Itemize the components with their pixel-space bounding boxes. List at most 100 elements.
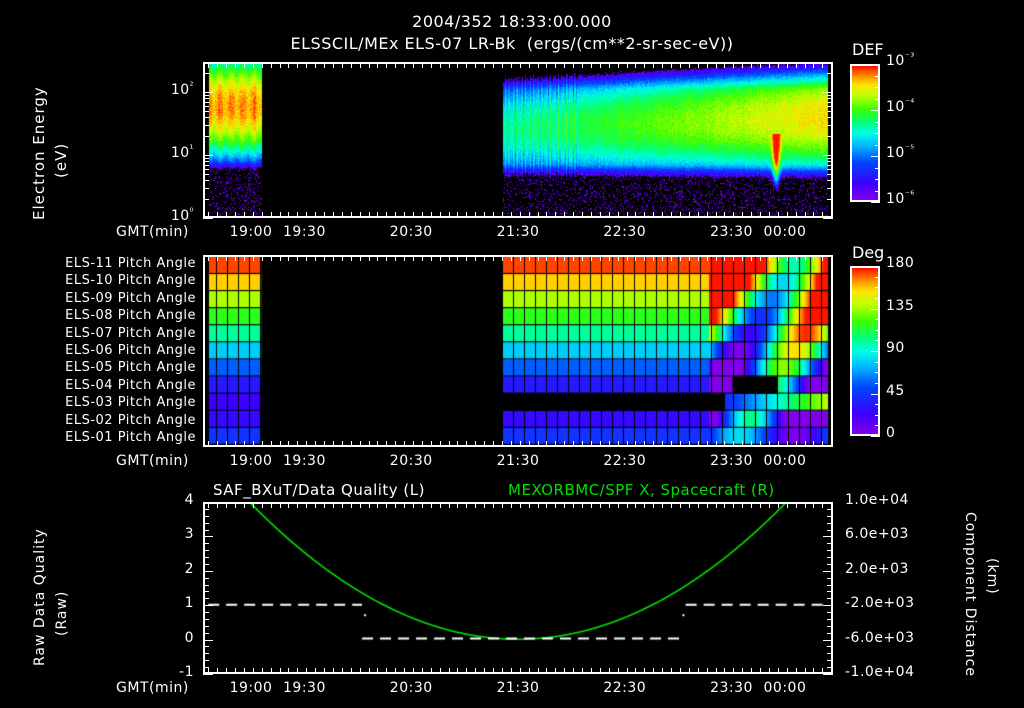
x-tickmark [733, 62, 735, 68]
x-tickmark [768, 502, 770, 508]
x-tickmark [404, 212, 406, 218]
x-tickmark [279, 441, 281, 447]
x-tickmark [662, 212, 664, 218]
x-tickmark [395, 502, 397, 508]
deg-colorbar-label: 180 [886, 255, 915, 271]
x-tickmark [751, 212, 753, 218]
x-tickmark [368, 212, 370, 218]
x-tickmark [297, 212, 299, 218]
def-colorbar-title: DEF [852, 40, 884, 59]
x-tickmark [599, 441, 601, 447]
panel3-right-minor-tick [827, 667, 833, 669]
x-tickmark [679, 62, 681, 68]
panel3-right-minor-tick [827, 646, 833, 648]
x-tickmark [671, 502, 673, 508]
panel2-row-label: ELS-02 Pitch Angle [65, 412, 196, 428]
panel3-left-minor-tick [203, 502, 209, 503]
x-tickmark [742, 502, 744, 508]
x-tick-label: 00:00 [763, 224, 807, 240]
x-tickmark [484, 255, 486, 261]
x-tickmark [252, 255, 254, 261]
panel1-y-tickmark [827, 199, 833, 201]
x-tickmark [235, 62, 237, 68]
x-tickmark [697, 668, 699, 674]
deg-colorbar-title: Deg [852, 243, 885, 262]
panel1-y-tickmark [827, 168, 833, 170]
x-tickmark [777, 502, 779, 508]
x-tickmark [626, 441, 628, 447]
panel3-title-left: SAF_BXuT/Data Quality (L) [213, 481, 425, 499]
panel1-y-tickmark [203, 199, 209, 201]
x-tickmark [715, 212, 717, 218]
panel3-right-minor-tick [827, 577, 833, 579]
x-tickmark [413, 212, 414, 218]
x-tickmark [795, 255, 797, 261]
x-tickmark [252, 62, 254, 68]
x-tickmark [324, 62, 326, 68]
x-tickmark [315, 441, 317, 447]
x-tickmark [413, 441, 414, 447]
deg-colorbar-minor-tick [875, 266, 880, 267]
def-colorbar-minor-tick [875, 156, 880, 157]
x-tickmark [457, 212, 459, 218]
x-tickmark [350, 255, 352, 261]
panel1-y-axis-label: Electron Energy [30, 86, 48, 220]
x-tickmark [466, 212, 468, 218]
x-tickmark [662, 668, 664, 674]
def-colorbar-minor-tick [875, 110, 880, 111]
x-tickmark [501, 668, 503, 674]
x-tickmark [448, 255, 450, 261]
panel1-y-tickmark [827, 94, 833, 96]
x-tickmark [528, 212, 530, 218]
x-tickmark [608, 668, 610, 674]
x-tickmark [822, 255, 824, 261]
x-tickmark [386, 502, 388, 508]
x-tickmark [404, 255, 406, 261]
x-tickmark [217, 255, 219, 261]
x-tickmark [635, 441, 637, 447]
x-tickmark [306, 255, 308, 261]
x-tickmark [786, 668, 788, 674]
x-tickmark [564, 668, 566, 674]
x-tickmark [448, 441, 450, 447]
x-tickmark [635, 668, 637, 674]
x-tickmark [510, 62, 512, 68]
panel3-right-tick: 6.0e+03 [845, 526, 909, 543]
panel1-y-tickmark [823, 92, 833, 94]
x-tickmark [724, 255, 726, 261]
x-tickmark [688, 668, 690, 674]
x-tickmark [501, 441, 503, 447]
x-tickmark [484, 62, 486, 68]
x-tickmark [546, 62, 548, 68]
x-tickmark [350, 502, 352, 508]
x-tickmark [439, 255, 441, 261]
x-tickmark [760, 668, 762, 674]
x-tickmark [368, 441, 370, 447]
x-tickmark [341, 212, 343, 218]
x-tickmark [697, 441, 699, 447]
x-tick-label: 23:30 [710, 453, 753, 469]
x-tick-label: 00:00 [763, 680, 807, 696]
x-tickmark [484, 441, 486, 447]
x-tickmark [706, 502, 708, 508]
panel1-y-tick: 10² [170, 80, 194, 99]
x-tickmark [501, 212, 503, 218]
x-tickmark [590, 441, 592, 447]
panel3-right-minor-tick [827, 591, 833, 593]
panel1-y-tickmark [203, 218, 213, 219]
x-tickmark [555, 255, 557, 261]
x-tickmark [466, 441, 468, 447]
x-tickmark [235, 502, 237, 508]
x-tickmark [537, 441, 539, 447]
x-tickmark [270, 668, 272, 674]
x-tickmark [377, 502, 379, 508]
x-tickmark [243, 255, 245, 261]
x-tickmark [688, 62, 690, 68]
x-tick-label: 19:00 [229, 224, 273, 240]
x-tickmark [786, 255, 788, 261]
x-tickmark [510, 502, 512, 508]
x-tickmark [733, 212, 735, 218]
panel3-left-minor-tick [203, 550, 209, 552]
panel1-y-tickmark [823, 155, 833, 157]
panel3-left-minor-tick [203, 563, 209, 565]
